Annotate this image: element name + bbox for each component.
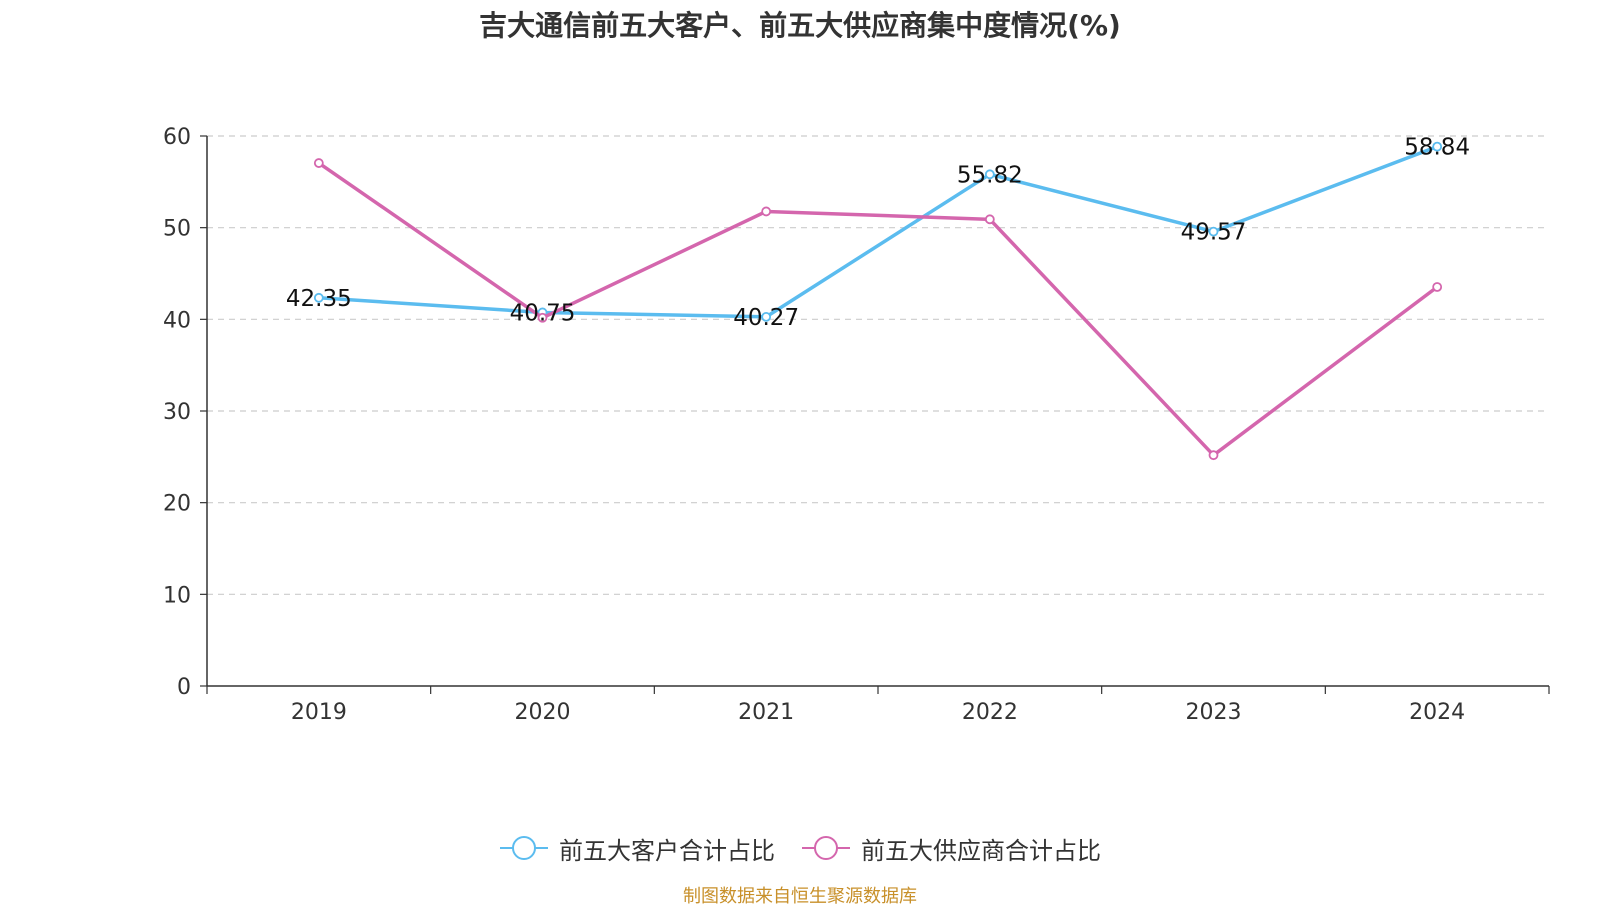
data-label: 49.57 [1181, 220, 1247, 246]
data-point-series-1[interactable] [984, 169, 995, 180]
legend: 前五大客户合计占比 前五大供应商合计占比 [0, 828, 1600, 868]
legend-swatch-icon [802, 836, 850, 860]
data-point-series-1[interactable] [1432, 141, 1443, 152]
legend-swatch-marker [814, 836, 838, 860]
x-tick-label: 2023 [1186, 700, 1242, 725]
data-label: 55.82 [957, 162, 1023, 188]
data-labels: 42.35 40.75 40.27 55.82 49.57 58.84 [286, 135, 1470, 331]
data-label: 42.35 [286, 286, 352, 312]
data-label: 40.75 [510, 300, 576, 326]
line-chart: 0 10 20 30 40 50 60 2019 2020 2021 2022 2023 2024 42… [163, 125, 1550, 725]
y-tick-label: 20 [163, 492, 191, 517]
source-note: 制图数据来自恒生聚源数据库 [683, 886, 917, 907]
y-tick-label: 60 [163, 125, 191, 150]
data-point-series-2[interactable] [1208, 450, 1219, 461]
data-point-series-2[interactable] [537, 312, 548, 323]
chart-title: 吉大通信前五大客户、前五大供应商集中度情况(%) [479, 9, 1121, 42]
series-line-1 [317, 144, 1439, 319]
x-tick-label: 2020 [515, 700, 571, 725]
data-label: 58.84 [1404, 135, 1470, 161]
legend-swatch-icon [500, 836, 548, 860]
grid-lines [207, 135, 1549, 595]
y-tick-label: 10 [163, 583, 191, 608]
legend-swatch-marker [512, 836, 536, 860]
axes: 0 10 20 30 40 50 60 2019 2020 2021 2022 2023 2024 [163, 125, 1550, 725]
data-point-series-1[interactable] [313, 292, 324, 303]
y-tick-label: 50 [163, 217, 191, 242]
legend-label: 前五大客户合计占比 [559, 836, 775, 865]
y-tick-label: 40 [163, 308, 191, 333]
x-tick-label: 2021 [738, 700, 794, 725]
x-tick-label: 2022 [962, 700, 1018, 725]
data-point-series-1[interactable] [761, 311, 772, 322]
series-line-2 [317, 161, 1439, 457]
series-layer [313, 141, 1443, 461]
data-point-series-2[interactable] [1432, 282, 1443, 292]
data-point-series-2[interactable] [313, 158, 324, 168]
data-point-series-2[interactable] [984, 214, 995, 225]
data-label: 40.27 [733, 305, 799, 331]
data-point-series-2[interactable] [761, 206, 772, 217]
x-tick-label: 2024 [1409, 700, 1465, 725]
y-tick-label: 0 [177, 675, 191, 700]
data-point-series-1[interactable] [1208, 226, 1219, 237]
legend-label: 前五大供应商合计占比 [861, 836, 1101, 865]
legend-item-2[interactable]: 前五大供应商合计占比 [801, 831, 1101, 866]
y-tick-label: 30 [163, 400, 191, 425]
x-tick-label: 2019 [291, 700, 347, 725]
legend-item-1[interactable]: 前五大客户合计占比 [499, 831, 775, 866]
